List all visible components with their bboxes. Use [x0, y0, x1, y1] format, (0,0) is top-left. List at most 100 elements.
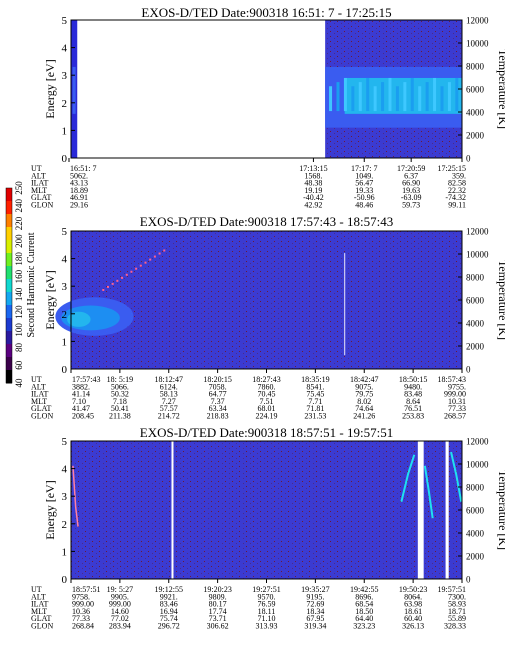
orbit-value: 58.93	[448, 600, 466, 609]
row-label: GLAT	[31, 404, 52, 413]
orbit-value: 99.11	[448, 201, 466, 210]
emission-dot	[153, 255, 156, 258]
panel-3: EXOS-D/TED Date:900318 18:57:51 - 19:57:…	[31, 425, 505, 631]
colorbar-tick-label: 120	[14, 305, 24, 319]
orbit-value: 7.10	[72, 397, 86, 406]
orbit-value: 64.40	[355, 614, 373, 623]
y-tick-label: 4	[62, 464, 68, 476]
orbit-value: 16.94	[160, 607, 178, 616]
ion-cloud-peak	[67, 311, 91, 327]
ut-tick-label: 19:27:51	[252, 585, 280, 594]
orbit-value: 9809.	[209, 592, 227, 601]
colorbar-frame	[5, 187, 13, 384]
ut-tick-label: 17:20:59	[397, 164, 425, 173]
orbit-value: 70.45	[258, 390, 276, 399]
orbit-value: 8.02	[357, 397, 371, 406]
emission-dot	[163, 249, 166, 252]
orbit-value: 48.46	[355, 201, 373, 210]
ion-band-stripe	[418, 86, 422, 112]
orbit-value: 55.89	[448, 614, 466, 623]
row-label: GLAT	[31, 614, 52, 623]
colorbar-segment	[6, 266, 12, 280]
ion-band-stripe	[373, 86, 377, 112]
y2-tick-label: 10000	[466, 39, 489, 49]
colorbar-segment	[6, 331, 12, 345]
y2-tick-label: 0	[466, 154, 471, 164]
orbit-value: -74.32	[445, 193, 466, 202]
orbit-value: 6.37	[404, 171, 418, 180]
y2-tick-label: 2000	[466, 342, 485, 352]
y2-tick-label: 2000	[466, 131, 485, 141]
orbit-value: 9905.	[111, 592, 129, 601]
colorbar-segment	[6, 357, 12, 371]
ion-band-stripe	[447, 82, 451, 112]
orbit-value: 6124.	[160, 382, 178, 391]
row-label: GLON	[31, 412, 53, 421]
orbit-value: 77.33	[448, 404, 466, 413]
ion-band-stripe	[433, 77, 437, 112]
colorbar-segment	[6, 279, 12, 293]
row-label: ALT	[31, 592, 46, 601]
orbit-value: 77.02	[111, 614, 129, 623]
ion-band-stripe	[329, 86, 333, 112]
orbit-value: 231.53	[304, 412, 326, 421]
colorbar-segment	[6, 370, 12, 384]
y2-tick-label: 6000	[466, 85, 485, 95]
orbit-value: 326.13	[402, 622, 424, 631]
orbit-value: 80.17	[209, 600, 227, 609]
orbit-value: 59.73	[402, 201, 420, 210]
spectrogram-noise	[71, 231, 462, 369]
y-tick-label: 3	[62, 281, 68, 293]
colorbar-tick-label: 240	[14, 198, 24, 212]
orbit-value: -40.42	[303, 193, 324, 202]
y-tick-label: 1	[62, 125, 68, 137]
data-strip-band	[72, 66, 76, 114]
emission-dot	[106, 285, 109, 288]
colorbar-segment	[6, 305, 12, 319]
emission-dot	[135, 267, 138, 270]
ut-tick-label: 18:20:15	[203, 375, 231, 384]
orbit-value: 7.71	[308, 397, 322, 406]
y2-tick-label: 6000	[466, 506, 485, 516]
y-tick-label: 1	[62, 336, 68, 348]
orbit-value: 9921.	[160, 592, 178, 601]
orbit-value: 7.27	[162, 397, 176, 406]
data-gap	[171, 441, 174, 579]
colorbar-tick-label: 200	[14, 234, 24, 248]
y-tick-label: 1	[62, 546, 68, 558]
orbit-value: 66.90	[402, 179, 420, 188]
orbit-value: 253.83	[402, 412, 424, 421]
orbit-value: 296.72	[158, 622, 180, 631]
orbit-value: 8.64	[406, 397, 420, 406]
data-gap	[445, 441, 449, 579]
y2-tick-label: 8000	[466, 483, 485, 493]
colorbar-segment	[6, 253, 12, 267]
ut-tick-label: 19:12:55	[155, 585, 183, 594]
colorbar-tick-label: 80	[14, 343, 24, 353]
colorbar-tick-label: 220	[14, 216, 24, 230]
row-label: UT	[31, 164, 42, 173]
orbit-value: 7.37	[211, 397, 225, 406]
orbit-value: 68.01	[258, 404, 276, 413]
colorbar-segment	[6, 227, 12, 241]
y-tick-label: 0	[62, 574, 68, 586]
y2-tick-label: 10000	[466, 460, 489, 470]
orbit-value: 71.81	[306, 404, 324, 413]
emission-dot	[144, 261, 147, 264]
orbit-value: 76.51	[404, 404, 422, 413]
row-label: UT	[31, 375, 42, 384]
y2-tick-label: 2000	[466, 552, 485, 562]
colorbar-segment	[6, 318, 12, 332]
orbit-value: 319.34	[304, 622, 326, 631]
ion-band-stripe	[336, 82, 340, 112]
ion-burst	[450, 451, 463, 502]
orbit-value: 7.51	[260, 397, 274, 406]
orbit-value: 18.61	[404, 607, 422, 616]
colorbar-segment	[6, 188, 12, 202]
ut-tick-label: 17:25:15	[438, 164, 466, 173]
orbit-value: 9075.	[355, 382, 373, 391]
orbit-value: 79.75	[355, 390, 373, 399]
orbit-value: 999.00	[109, 600, 131, 609]
colorbar-segment	[6, 201, 12, 215]
